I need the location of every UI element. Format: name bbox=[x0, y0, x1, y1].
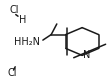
Text: Cl: Cl bbox=[7, 67, 17, 78]
Text: H: H bbox=[18, 15, 26, 25]
Text: HH₂N: HH₂N bbox=[14, 37, 40, 47]
Text: N: N bbox=[82, 50, 89, 60]
Text: Cl: Cl bbox=[10, 5, 19, 16]
